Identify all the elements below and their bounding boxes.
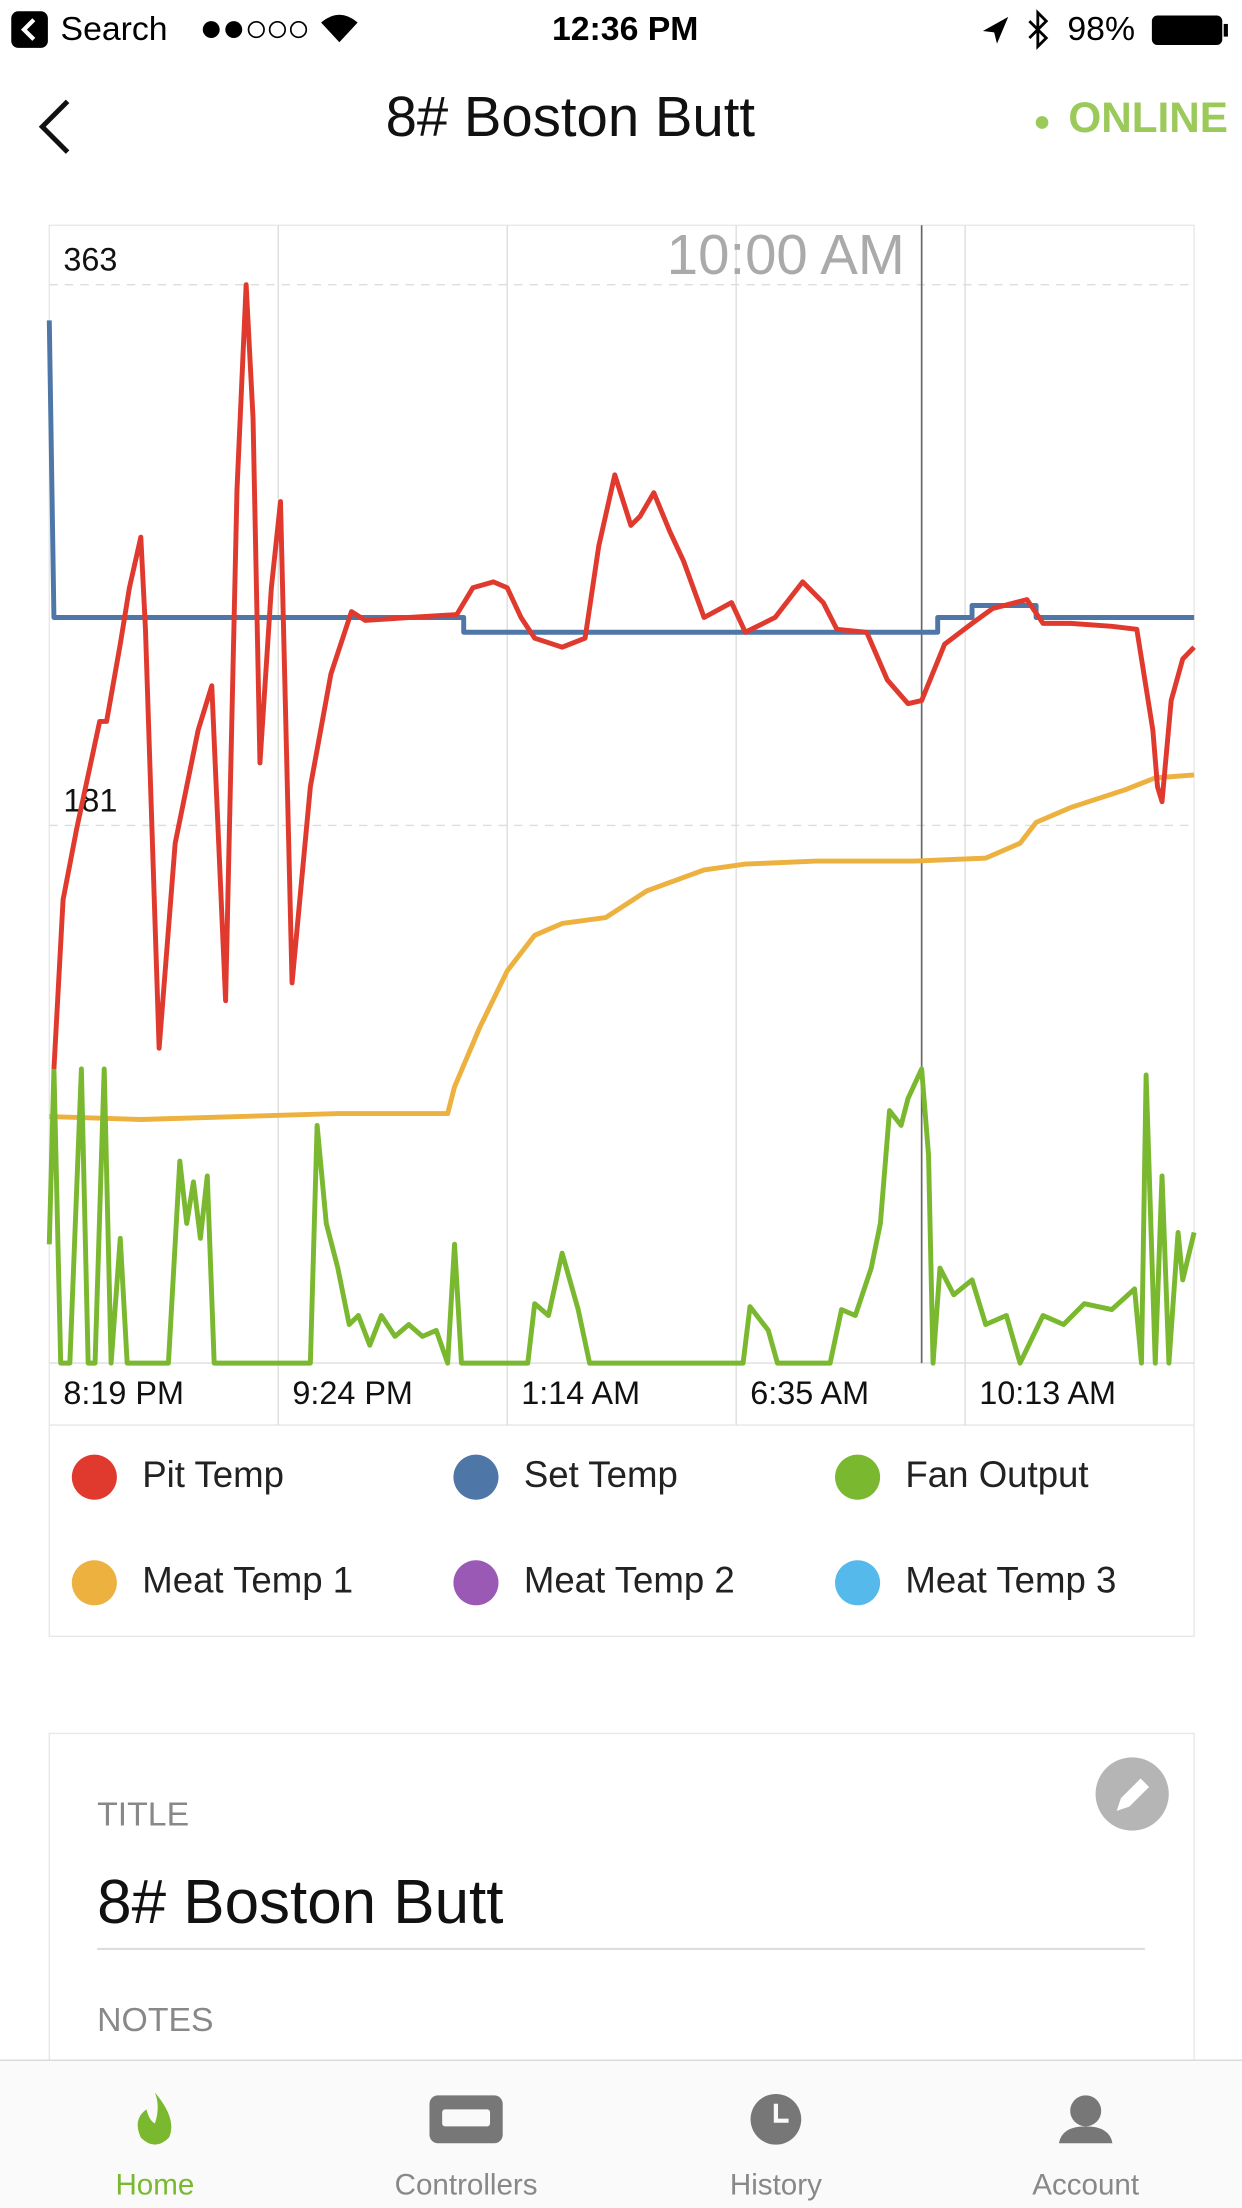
x-tick-label: 9:24 PM (292, 1375, 413, 1411)
location-icon (982, 16, 1009, 44)
legend-swatch (453, 1454, 499, 1500)
tab-history[interactable]: History (730, 2169, 822, 2202)
back-app-icon[interactable] (11, 11, 48, 48)
x-tick-label: 8:19 PM (63, 1375, 184, 1411)
x-tick-label: 1:14 AM (521, 1375, 640, 1411)
series-line (46, 1066, 1197, 1366)
legend-label: Fan Output (905, 1454, 1088, 1495)
edit-icon (1116, 1778, 1150, 1811)
legend-label: Pit Temp (142, 1454, 284, 1495)
x-tick-label: 6:35 AM (750, 1375, 869, 1411)
page-title: 8# Boston Butt (386, 85, 756, 148)
signal (202, 20, 308, 39)
y-tick-label: 181 (63, 782, 117, 818)
controllers-icon-screen (442, 2109, 491, 2127)
title-label: TITLE (97, 1795, 189, 1833)
history-icon-hands (773, 2103, 789, 2123)
legend-swatch (453, 1560, 499, 1606)
legend-swatch (71, 1560, 117, 1606)
legend-label: Meat Temp 2 (524, 1559, 735, 1600)
legend-swatch (71, 1454, 117, 1500)
online-dot (1035, 116, 1049, 129)
series-line (49, 772, 1195, 1122)
online-status: ONLINE (1068, 94, 1228, 141)
cursor-label: 10:00 AM (667, 223, 905, 286)
series-line (51, 282, 1196, 1070)
legend-label: Set Temp (524, 1454, 678, 1495)
clock: 12:36 PM (552, 10, 698, 48)
tab-controllers[interactable]: Controllers (395, 2169, 538, 2202)
y-tick-label: 363 (63, 242, 117, 278)
legend-label: Meat Temp 1 (142, 1559, 353, 1600)
legend-swatch (835, 1454, 881, 1500)
battery-tip (1223, 23, 1228, 37)
account-icon-body (1058, 2126, 1113, 2144)
title-value[interactable]: 8# Boston Butt (97, 1868, 503, 1937)
tab-bar (0, 2060, 1242, 2208)
home-icon[interactable] (137, 2092, 172, 2145)
account-icon-head[interactable] (1070, 2095, 1102, 2127)
bluetooth-icon (1028, 9, 1049, 50)
tab-home[interactable]: Home (115, 2169, 194, 2202)
battery-label: 98% (1067, 10, 1135, 48)
legend-swatch (835, 1560, 881, 1606)
back-app-chevron (20, 18, 36, 41)
back-app-label[interactable]: Search (61, 10, 168, 48)
wifi-icon (321, 14, 358, 43)
legend-label: Meat Temp 3 (905, 1559, 1116, 1600)
x-tick-label: 10:13 AM (979, 1375, 1116, 1411)
back-button[interactable] (38, 99, 70, 154)
legend: Pit Temp Set Temp Fan Output Meat Temp 1 Mea… (71, 1454, 1116, 1606)
tab-account[interactable]: Account (1032, 2169, 1139, 2202)
battery-icon (1151, 15, 1223, 46)
plot: 8:19 PM 9:24 PM 1:14 AM 6:35 AM 10:13 AM 181 3… (46, 223, 1197, 1426)
notes-label: NOTES (97, 2001, 213, 2039)
